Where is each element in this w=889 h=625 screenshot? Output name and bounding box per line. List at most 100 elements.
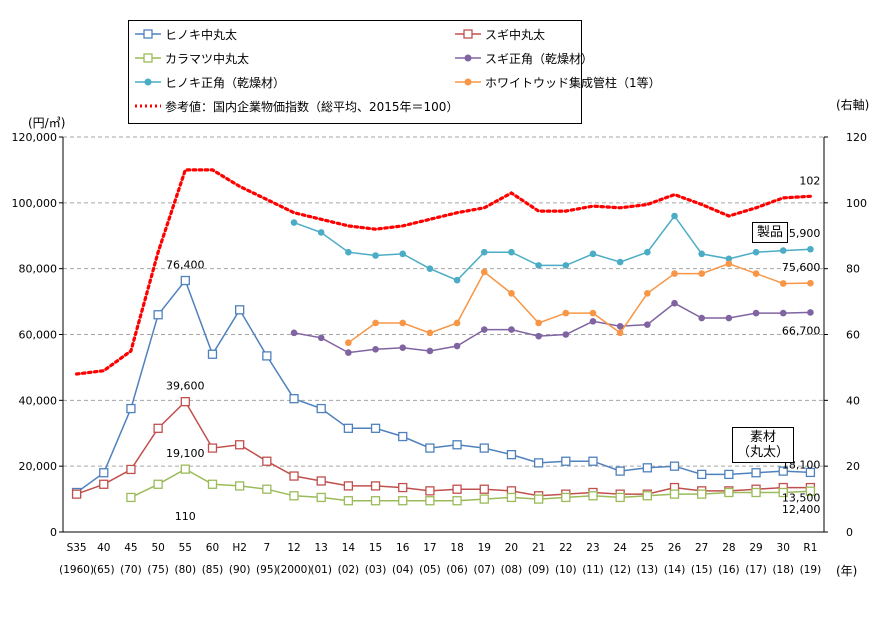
x-tick-sublabel: (05) xyxy=(419,564,441,576)
x-tick-label: 7 xyxy=(263,542,270,554)
series-3 xyxy=(290,299,814,356)
x-tick-sublabel: (70) xyxy=(120,564,142,576)
data-point xyxy=(697,489,707,499)
data-label: 85,900 xyxy=(782,227,821,240)
legend-marker-price-index xyxy=(135,104,161,108)
data-point xyxy=(508,248,515,256)
series-2 xyxy=(126,464,816,506)
x-tick-label: 14 xyxy=(342,542,356,554)
x-tick-label: 21 xyxy=(532,542,545,554)
legend-item-sugi-log: スギ中丸太 xyxy=(455,25,545,43)
data-point xyxy=(669,489,680,499)
y-tick-left: 80,000 xyxy=(19,263,58,276)
legend-marker-whitewood xyxy=(455,78,481,86)
raw-material-label-line2: （丸太） xyxy=(737,445,790,460)
x-tick-label: 60 xyxy=(206,542,219,554)
legend-marker-hinoki-log xyxy=(135,29,161,39)
data-label: 39,600 xyxy=(166,380,205,393)
data-point xyxy=(235,481,245,491)
x-tick-sublabel: (90) xyxy=(229,564,251,576)
legend-marker-karamatsu-log xyxy=(135,53,161,63)
data-point xyxy=(642,491,652,501)
data-label: 19,100 xyxy=(166,447,205,460)
y-tick-right: 20 xyxy=(846,460,860,473)
legend-item-whitewood: ホワイトウッド集成管柱（1等） xyxy=(455,73,661,91)
data-point xyxy=(724,469,734,480)
x-tick-label: 29 xyxy=(749,542,762,554)
data-point xyxy=(644,248,651,256)
data-point xyxy=(370,496,381,506)
x-tick-sublabel: (80) xyxy=(175,564,197,576)
data-point xyxy=(725,255,733,263)
data-point xyxy=(207,443,218,453)
axes: 0 0 20,000 20 40,000 40 60,000 60 80,000 80 100,00… xyxy=(12,131,868,576)
data-point xyxy=(316,476,326,486)
data-point xyxy=(399,344,407,351)
y-tick-left: 120,000 xyxy=(12,131,58,144)
x-tick-sublabel: (03) xyxy=(365,564,387,576)
y-axis-left-label: (円/㎥) xyxy=(28,116,66,130)
legend-label-hinoki-log: ヒノキ中丸太 xyxy=(165,27,238,42)
data-point xyxy=(426,329,434,337)
data-point xyxy=(698,250,705,258)
x-tick-sublabel: (07) xyxy=(473,564,495,576)
series-layer xyxy=(71,168,816,506)
data-point xyxy=(345,339,352,347)
y-tick-right: 0 xyxy=(846,526,853,539)
data-point xyxy=(506,492,517,503)
x-axis-unit: (年) xyxy=(836,564,858,578)
data-point xyxy=(779,247,787,254)
data-point xyxy=(561,456,571,466)
data-point xyxy=(616,329,624,337)
data-point xyxy=(180,275,190,286)
legend-label-price-index: 参考値：国内企業物価指数（総平均、2015年＝100） xyxy=(165,99,459,114)
x-tick-label: 15 xyxy=(369,542,382,554)
data-point xyxy=(153,423,163,433)
data-point xyxy=(644,290,651,297)
data-point xyxy=(535,319,542,327)
legend-item-price-index: 参考値：国内企業物価指数（総平均、2015年＝100） xyxy=(135,97,458,115)
data-point xyxy=(805,486,816,496)
x-tick-label: S35 xyxy=(67,542,87,554)
data-labels: 110 76,400 39,600 19,100 102 85,900 75,600 66,7… xyxy=(166,174,820,523)
x-tick-sublabel: (14) xyxy=(664,564,686,576)
data-point xyxy=(99,479,109,489)
data-label: 13,500 xyxy=(782,492,821,505)
data-point xyxy=(616,258,624,266)
data-point xyxy=(807,279,814,287)
data-point xyxy=(398,431,408,442)
data-point xyxy=(426,347,434,355)
data-label: 102 xyxy=(799,174,820,187)
y-tick-right: 100 xyxy=(846,197,867,210)
data-point xyxy=(289,394,299,404)
legend-marker-sugi-square xyxy=(455,54,481,62)
legend-marker-sugi-log xyxy=(455,29,481,39)
products-label: 製品 xyxy=(752,222,789,243)
legend-item-sugi-square: スギ正角（乾燥材） xyxy=(455,49,593,67)
x-tick-sublabel: (04) xyxy=(392,564,414,576)
data-point xyxy=(289,491,299,501)
x-tick-label: 24 xyxy=(613,542,627,554)
data-point xyxy=(345,248,352,256)
series-line xyxy=(76,278,811,494)
data-point xyxy=(343,496,354,506)
data-point xyxy=(452,496,462,506)
data-point xyxy=(533,458,544,468)
data-point xyxy=(616,322,624,330)
data-point xyxy=(372,319,379,327)
x-tick-label: 19 xyxy=(478,542,491,554)
data-point xyxy=(724,487,734,498)
data-point xyxy=(698,270,705,277)
series-line xyxy=(293,214,811,282)
data-point xyxy=(778,466,788,476)
x-tick-label: 17 xyxy=(423,542,436,554)
x-tick-label: 16 xyxy=(396,542,410,554)
data-point xyxy=(426,265,434,272)
data-point xyxy=(535,262,542,269)
y-tick-left: 20,000 xyxy=(19,460,58,473)
data-label: 110 xyxy=(175,510,196,523)
legend-item-karamatsu-log: カラマツ中丸太 xyxy=(135,49,249,67)
y-tick-right: 80 xyxy=(846,263,860,276)
x-tick-sublabel: (85) xyxy=(202,564,224,576)
legend-item-hinoki-log: ヒノキ中丸太 xyxy=(135,25,237,43)
